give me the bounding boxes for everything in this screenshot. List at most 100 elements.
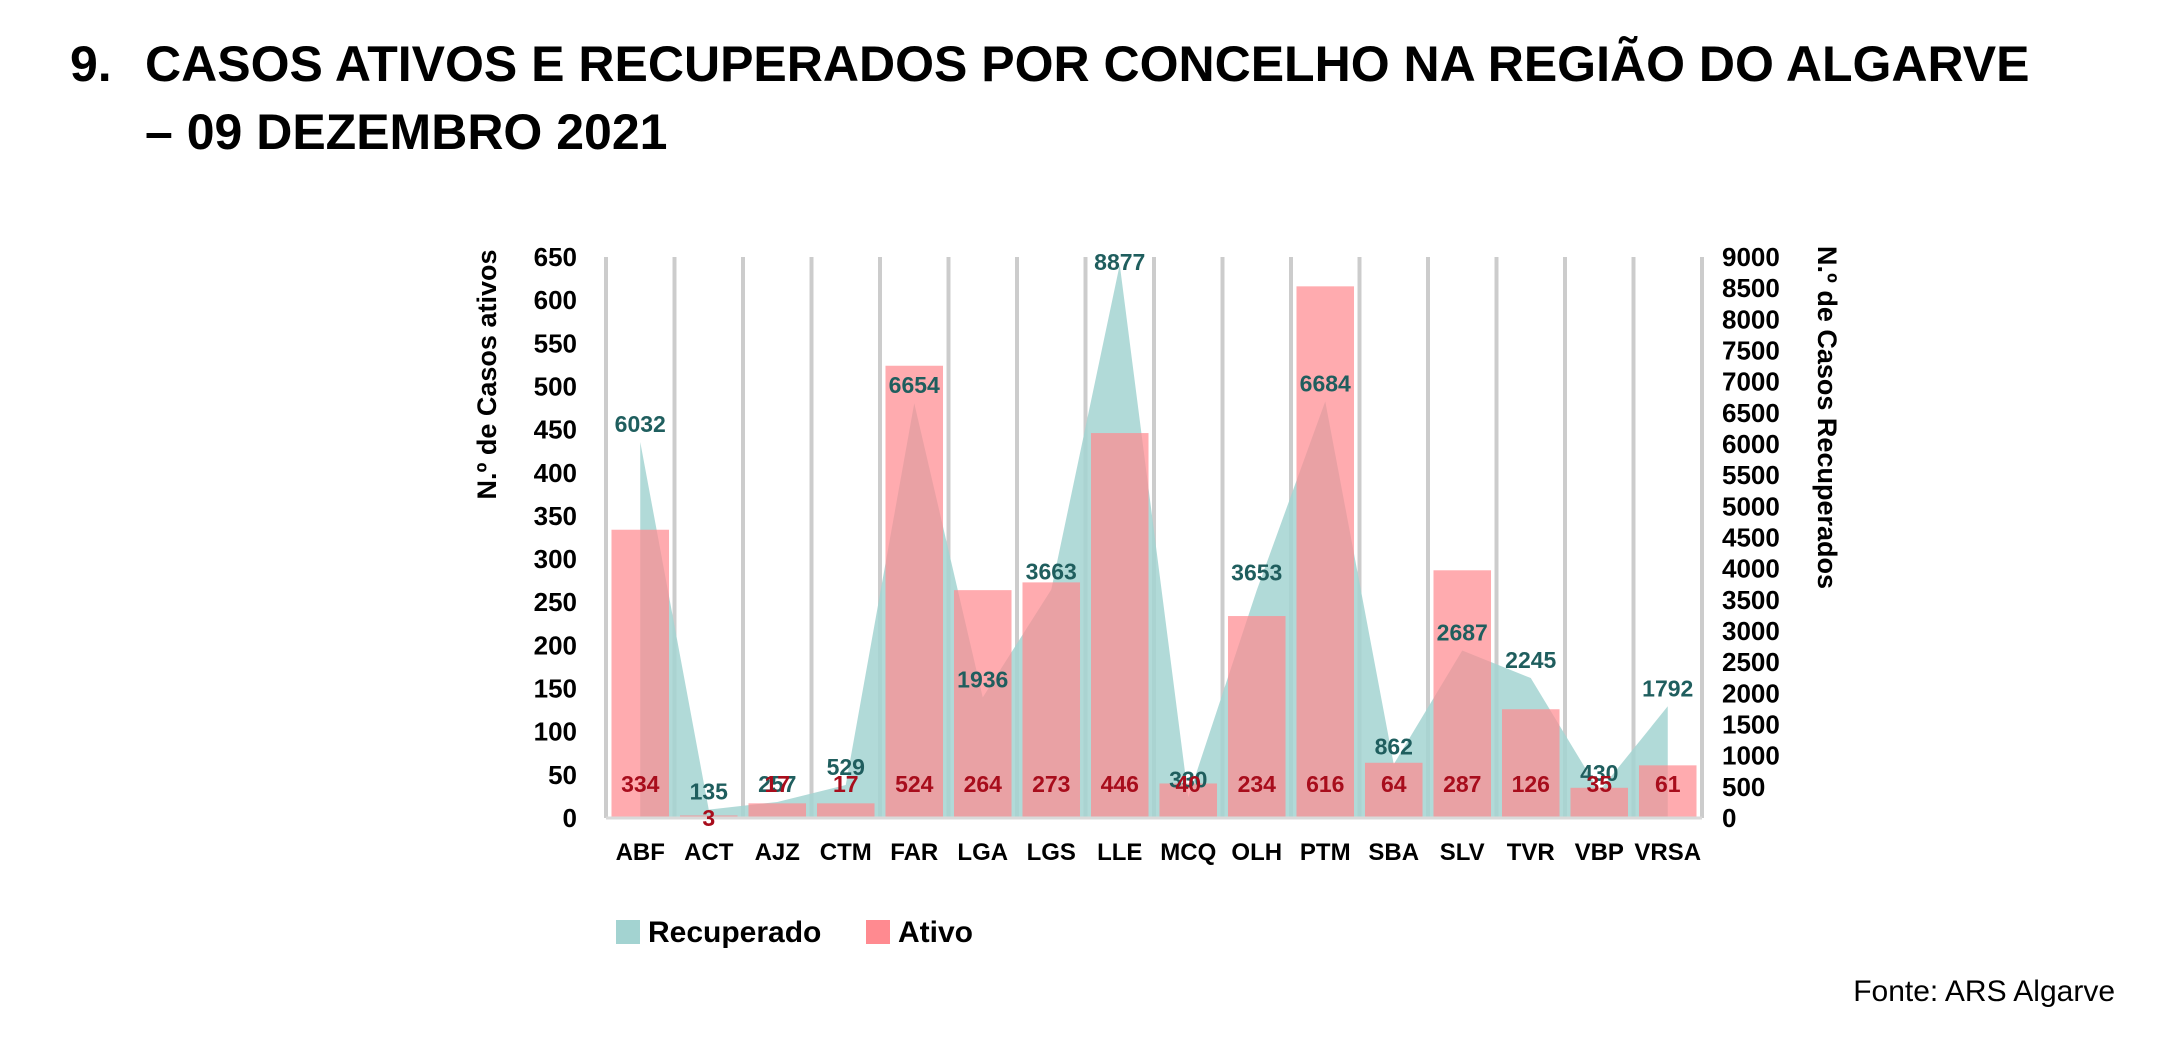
x-tick-label: VRSA — [1634, 839, 1701, 866]
axes-layer: 0 50 100 150 200 250 300 350 400 450 500 550 600 6500… — [472, 242, 1842, 866]
ativo-bar — [1501, 709, 1560, 818]
y-left-tick-label: 100 — [534, 717, 577, 747]
y-right-tick-label: 5000 — [1722, 491, 1780, 521]
y-left-tick-label: 500 — [534, 371, 577, 401]
legend-label-recuperado: Recuperado — [648, 916, 821, 949]
y-right-tick-label: 3500 — [1722, 585, 1780, 615]
x-tick-label: SBA — [1368, 839, 1419, 866]
ativo-bar — [1570, 787, 1629, 818]
page-heading: 9. CASOS ATIVOS E RECUPERADOS POR CONCEL… — [70, 30, 2150, 166]
y-left-tick-label: 550 — [534, 328, 577, 358]
legend-swatch-ativo — [866, 920, 890, 944]
ativo-bar — [816, 803, 875, 818]
ativo-bar — [1638, 765, 1697, 818]
ativo-bar — [1090, 433, 1149, 818]
ativo-bar — [953, 590, 1012, 818]
recuperado-data-label: 3653 — [1231, 559, 1282, 585]
ativo-data-label: 234 — [1238, 771, 1277, 797]
y-right-tick-label: 6500 — [1722, 398, 1780, 428]
ativo-data-label: 35 — [1586, 771, 1612, 797]
ativo-data-label: 273 — [1032, 771, 1070, 797]
x-tick-label: LGS — [1027, 839, 1076, 866]
x-tick-label: SLV — [1440, 839, 1485, 866]
recuperado-data-label: 2687 — [1437, 620, 1488, 646]
y-right-tick-label: 6000 — [1722, 429, 1780, 459]
ativo-bar — [1227, 616, 1286, 818]
y-right-tick-label: 3000 — [1722, 616, 1780, 646]
y-left-tick-label: 350 — [534, 501, 577, 531]
heading-number: 9. — [70, 36, 112, 92]
ativo-data-label: 524 — [895, 771, 934, 797]
ativo-bar — [1296, 286, 1355, 818]
y-left-tick-label: 400 — [534, 458, 577, 488]
recuperado-data-label: 2245 — [1505, 647, 1556, 673]
ativo-data-label: 17 — [833, 771, 859, 797]
x-tick-label: OLH — [1231, 839, 1282, 866]
y-right-tick-label: 5500 — [1722, 460, 1780, 490]
ativo-bars-layer — [611, 286, 1697, 818]
recuperado-data-label: 8877 — [1094, 249, 1145, 275]
ativo-data-label: 264 — [964, 771, 1003, 797]
recuperado-data-label: 257 — [758, 771, 796, 797]
y-left-tick-label: 650 — [534, 242, 577, 272]
y-right-tick-label: 8500 — [1722, 273, 1780, 303]
y-left-tick-label: 300 — [534, 544, 577, 574]
y-right-tick-label: 4000 — [1722, 554, 1780, 584]
y-left-tick-label: 50 — [548, 760, 577, 790]
recuperado-data-label: 1792 — [1642, 675, 1693, 701]
y-right-tick-label: 500 — [1722, 772, 1765, 802]
recuperado-data-label: 862 — [1375, 733, 1413, 759]
heading-line-2: – 09 DEZEMBRO 2021 — [145, 104, 668, 160]
recuperado-data-label: 1936 — [957, 666, 1008, 692]
ativo-bar — [611, 529, 670, 818]
ativo-bar — [885, 365, 944, 818]
y-left-tick-label: 200 — [534, 630, 577, 660]
y-left-tick-label: 450 — [534, 415, 577, 445]
y-right-tick-label: 1000 — [1722, 741, 1780, 771]
x-tick-label: VBP — [1575, 839, 1624, 866]
recuperado-data-label: 135 — [690, 779, 729, 805]
y-right-tick-label: 7000 — [1722, 367, 1780, 397]
recuperado-data-label: 6032 — [615, 411, 666, 437]
ativo-data-label: 616 — [1306, 771, 1344, 797]
ativo-data-label: 3 — [702, 805, 715, 831]
y-right-tick-label: 8000 — [1722, 304, 1780, 334]
x-tick-label: ABF — [616, 839, 665, 866]
ativo-data-label: 334 — [621, 771, 660, 797]
y-right-tick-label: 2000 — [1722, 678, 1780, 708]
x-tick-label: MCQ — [1160, 839, 1216, 866]
y-right-tick-label: 2500 — [1722, 647, 1780, 677]
y-right-axis-title: N.º de Casos Recuperados — [1812, 246, 1842, 589]
recuperado-data-label: 430 — [1580, 760, 1618, 786]
y-left-tick-label: 150 — [534, 674, 577, 704]
ativo-data-label: 40 — [1175, 771, 1201, 797]
recuperado-data-label: 529 — [827, 754, 865, 780]
ativo-bar — [1022, 582, 1081, 818]
ativo-data-label: 61 — [1655, 771, 1681, 797]
recuperado-data-label: 6684 — [1300, 370, 1351, 396]
recuperado-data-label: 330 — [1169, 766, 1207, 792]
legend-label-ativo: Ativo — [898, 916, 973, 949]
x-tick-label: AJZ — [755, 839, 800, 866]
ativo-data-label: 287 — [1443, 771, 1481, 797]
ativo-bar — [748, 803, 807, 818]
x-tick-label: FAR — [890, 839, 938, 866]
y-right-tick-label: 4500 — [1722, 523, 1780, 553]
y-left-tick-label: 250 — [534, 587, 577, 617]
source-note: Fonte: ARS Algarve — [1853, 975, 2115, 1008]
legend-swatch-recuperado — [616, 920, 640, 944]
y-right-tick-label: 1500 — [1722, 710, 1780, 740]
ativo-bar — [1433, 570, 1492, 818]
y-left-tick-label: 0 — [563, 803, 577, 833]
ativo-bar — [1159, 783, 1218, 818]
legend: Recuperado Ativo — [616, 916, 973, 949]
y-left-tick-label: 600 — [534, 285, 577, 315]
x-tick-label: ACT — [684, 839, 734, 866]
recuperado-data-label: 3663 — [1026, 559, 1077, 585]
ativo-data-label: 64 — [1381, 771, 1407, 797]
x-tick-label: CTM — [820, 839, 872, 866]
x-tick-label: LGA — [957, 839, 1008, 866]
data-labels-layer: 6032 135 257 529 6654 1936 3663 8877 330 3653 6684… — [615, 249, 1694, 831]
ativo-data-label: 446 — [1101, 771, 1139, 797]
